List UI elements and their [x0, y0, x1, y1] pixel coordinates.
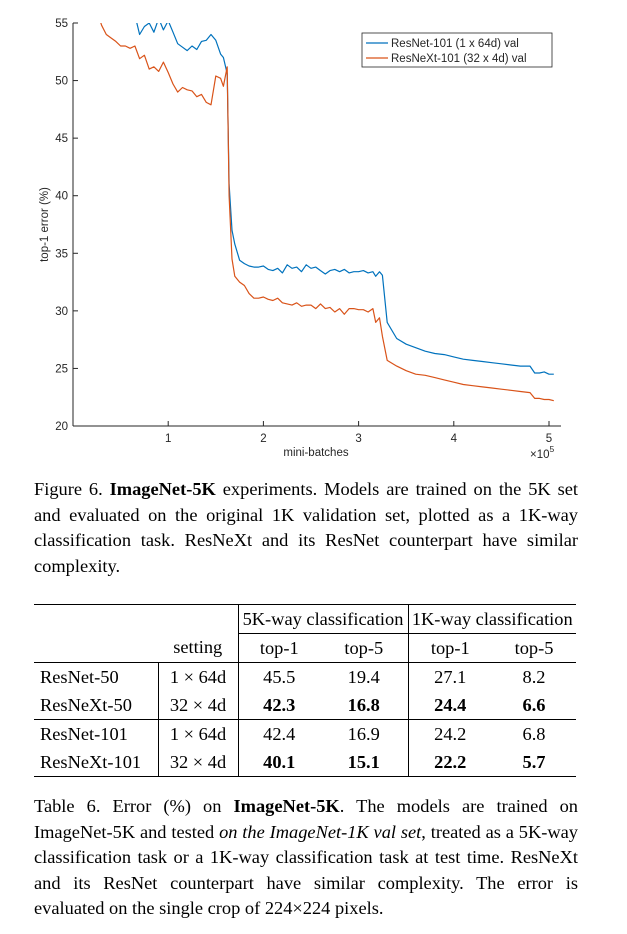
table-caption-label: Table 6. Error (%) on: [34, 796, 234, 816]
cell-5k-top1: 42.3: [263, 694, 296, 715]
x-tick-label: 2: [260, 433, 266, 445]
cell-5k-top5: 15.1: [320, 748, 409, 777]
x-tick-label: 5: [546, 433, 552, 445]
results-table: 5K-way classification 1K-way classificat…: [34, 604, 576, 777]
legend-box: [361, 32, 553, 68]
figure-caption-bold: ImageNet-5K: [109, 479, 216, 499]
row-model: ResNet-50: [34, 662, 159, 691]
header-setting: setting: [158, 633, 239, 663]
row-model: ResNeXt-50: [34, 691, 159, 720]
table-caption-text1: . The models are trained on ImageNet-5K …: [34, 796, 579, 842]
cell-1k-top1: 24.2: [408, 719, 492, 748]
table-sub-header-row: setting top-1 top-5 top-1 top-5: [34, 633, 576, 663]
cell-1k-top5: 8.2: [492, 662, 576, 691]
row-setting: 1 × 64d: [158, 719, 239, 748]
row-model: ResNeXt-101: [34, 748, 159, 777]
header-5k-top1: top-1: [259, 637, 299, 658]
row-model: ResNet-101: [34, 719, 159, 748]
row-setting: 1 × 64d: [158, 662, 239, 691]
header-1k-top5: top-5: [514, 637, 554, 658]
y-tick-label: 30: [55, 306, 68, 318]
cell-1k-top5: 6.6: [522, 694, 546, 715]
cell-1k-top1: 27.1: [408, 662, 492, 691]
y-axis-label: top-1 error (%): [39, 187, 51, 262]
y-tick-label: 25: [55, 363, 68, 375]
table-row: ResNeXt-101 32 × 4d 40.1 15.1 22.2 5.7: [34, 748, 576, 777]
header-5k-top5: top-5: [320, 633, 409, 663]
figure-caption-text: experiments. Models are trained on the 5…: [34, 479, 578, 576]
legend-label: ResNet-101 (1 x 64d) val: [391, 38, 519, 50]
cell-5k-top5: 16.8: [320, 691, 409, 720]
y-tick-label: 35: [55, 248, 68, 260]
cell-1k-top1: 24.4: [434, 694, 467, 715]
x-tick-label: 4: [451, 433, 458, 445]
table-row: ResNet-101 1 × 64d 42.4 16.9 24.2 6.8: [34, 719, 576, 748]
cell-1k-top5: 6.8: [492, 719, 576, 748]
table-caption-bold: ImageNet-5K: [233, 796, 340, 816]
cell-5k-top5: 19.4: [320, 662, 409, 691]
legend-label: ResNeXt-101 (32 x 4d) val: [391, 53, 527, 65]
table-row: ResNet-50 1 × 64d 45.5 19.4 27.1 8.2: [34, 662, 576, 691]
y-tick-label: 50: [55, 76, 68, 88]
x-tick-label: 3: [355, 433, 361, 445]
x-tick-label: 1: [165, 433, 171, 445]
series-line-resnext: [100, 23, 554, 402]
cell-5k-top1: 40.1: [238, 748, 320, 777]
table-caption-italic: on the ImageNet-1K val set: [219, 821, 422, 842]
error-curve-chart: 20 25 30 35 40 45 50 55 1 2 3 4 5 mini-batches top-1 e…: [39, 18, 561, 461]
cell-1k-top1: 22.2: [408, 748, 492, 777]
cell-1k-top5: 5.7: [492, 748, 576, 777]
cell-5k-top5: 16.9: [320, 719, 409, 748]
cell-5k-top1: 45.5: [238, 662, 320, 691]
group-header-5k: 5K-way classification: [238, 604, 409, 634]
header-1k-top1: top-1: [430, 637, 470, 658]
table-caption-text2: , treated as a 5K-way classification tas…: [34, 821, 578, 919]
figure-caption: Figure 6. ImageNet-5K experiments. Model…: [34, 477, 578, 579]
table-row: ResNeXt-50 32 × 4d 42.3 16.8 24.4 6.6: [34, 691, 576, 720]
y-tick-label: 20: [55, 421, 68, 433]
row-setting: 32 × 4d: [158, 691, 239, 720]
series-line-resnet: [136, 23, 554, 375]
row-setting: 32 × 4d: [158, 748, 239, 777]
y-tick-label: 45: [55, 133, 68, 145]
cell-5k-top1: 42.4: [238, 719, 320, 748]
y-tick-label: 40: [55, 191, 68, 203]
y-tick-label: 55: [55, 18, 68, 30]
figure-caption-label: Figure 6.: [34, 479, 103, 499]
table-group-header-row: 5K-way classification 1K-way classificat…: [34, 604, 576, 634]
x-axis-label: mini-batches: [283, 447, 348, 459]
group-header-1k: 1K-way classification: [408, 604, 576, 634]
x-multiplier-label: ×105: [530, 444, 555, 461]
table-caption: Table 6. Error (%) on ImageNet-5K. The m…: [34, 794, 578, 922]
